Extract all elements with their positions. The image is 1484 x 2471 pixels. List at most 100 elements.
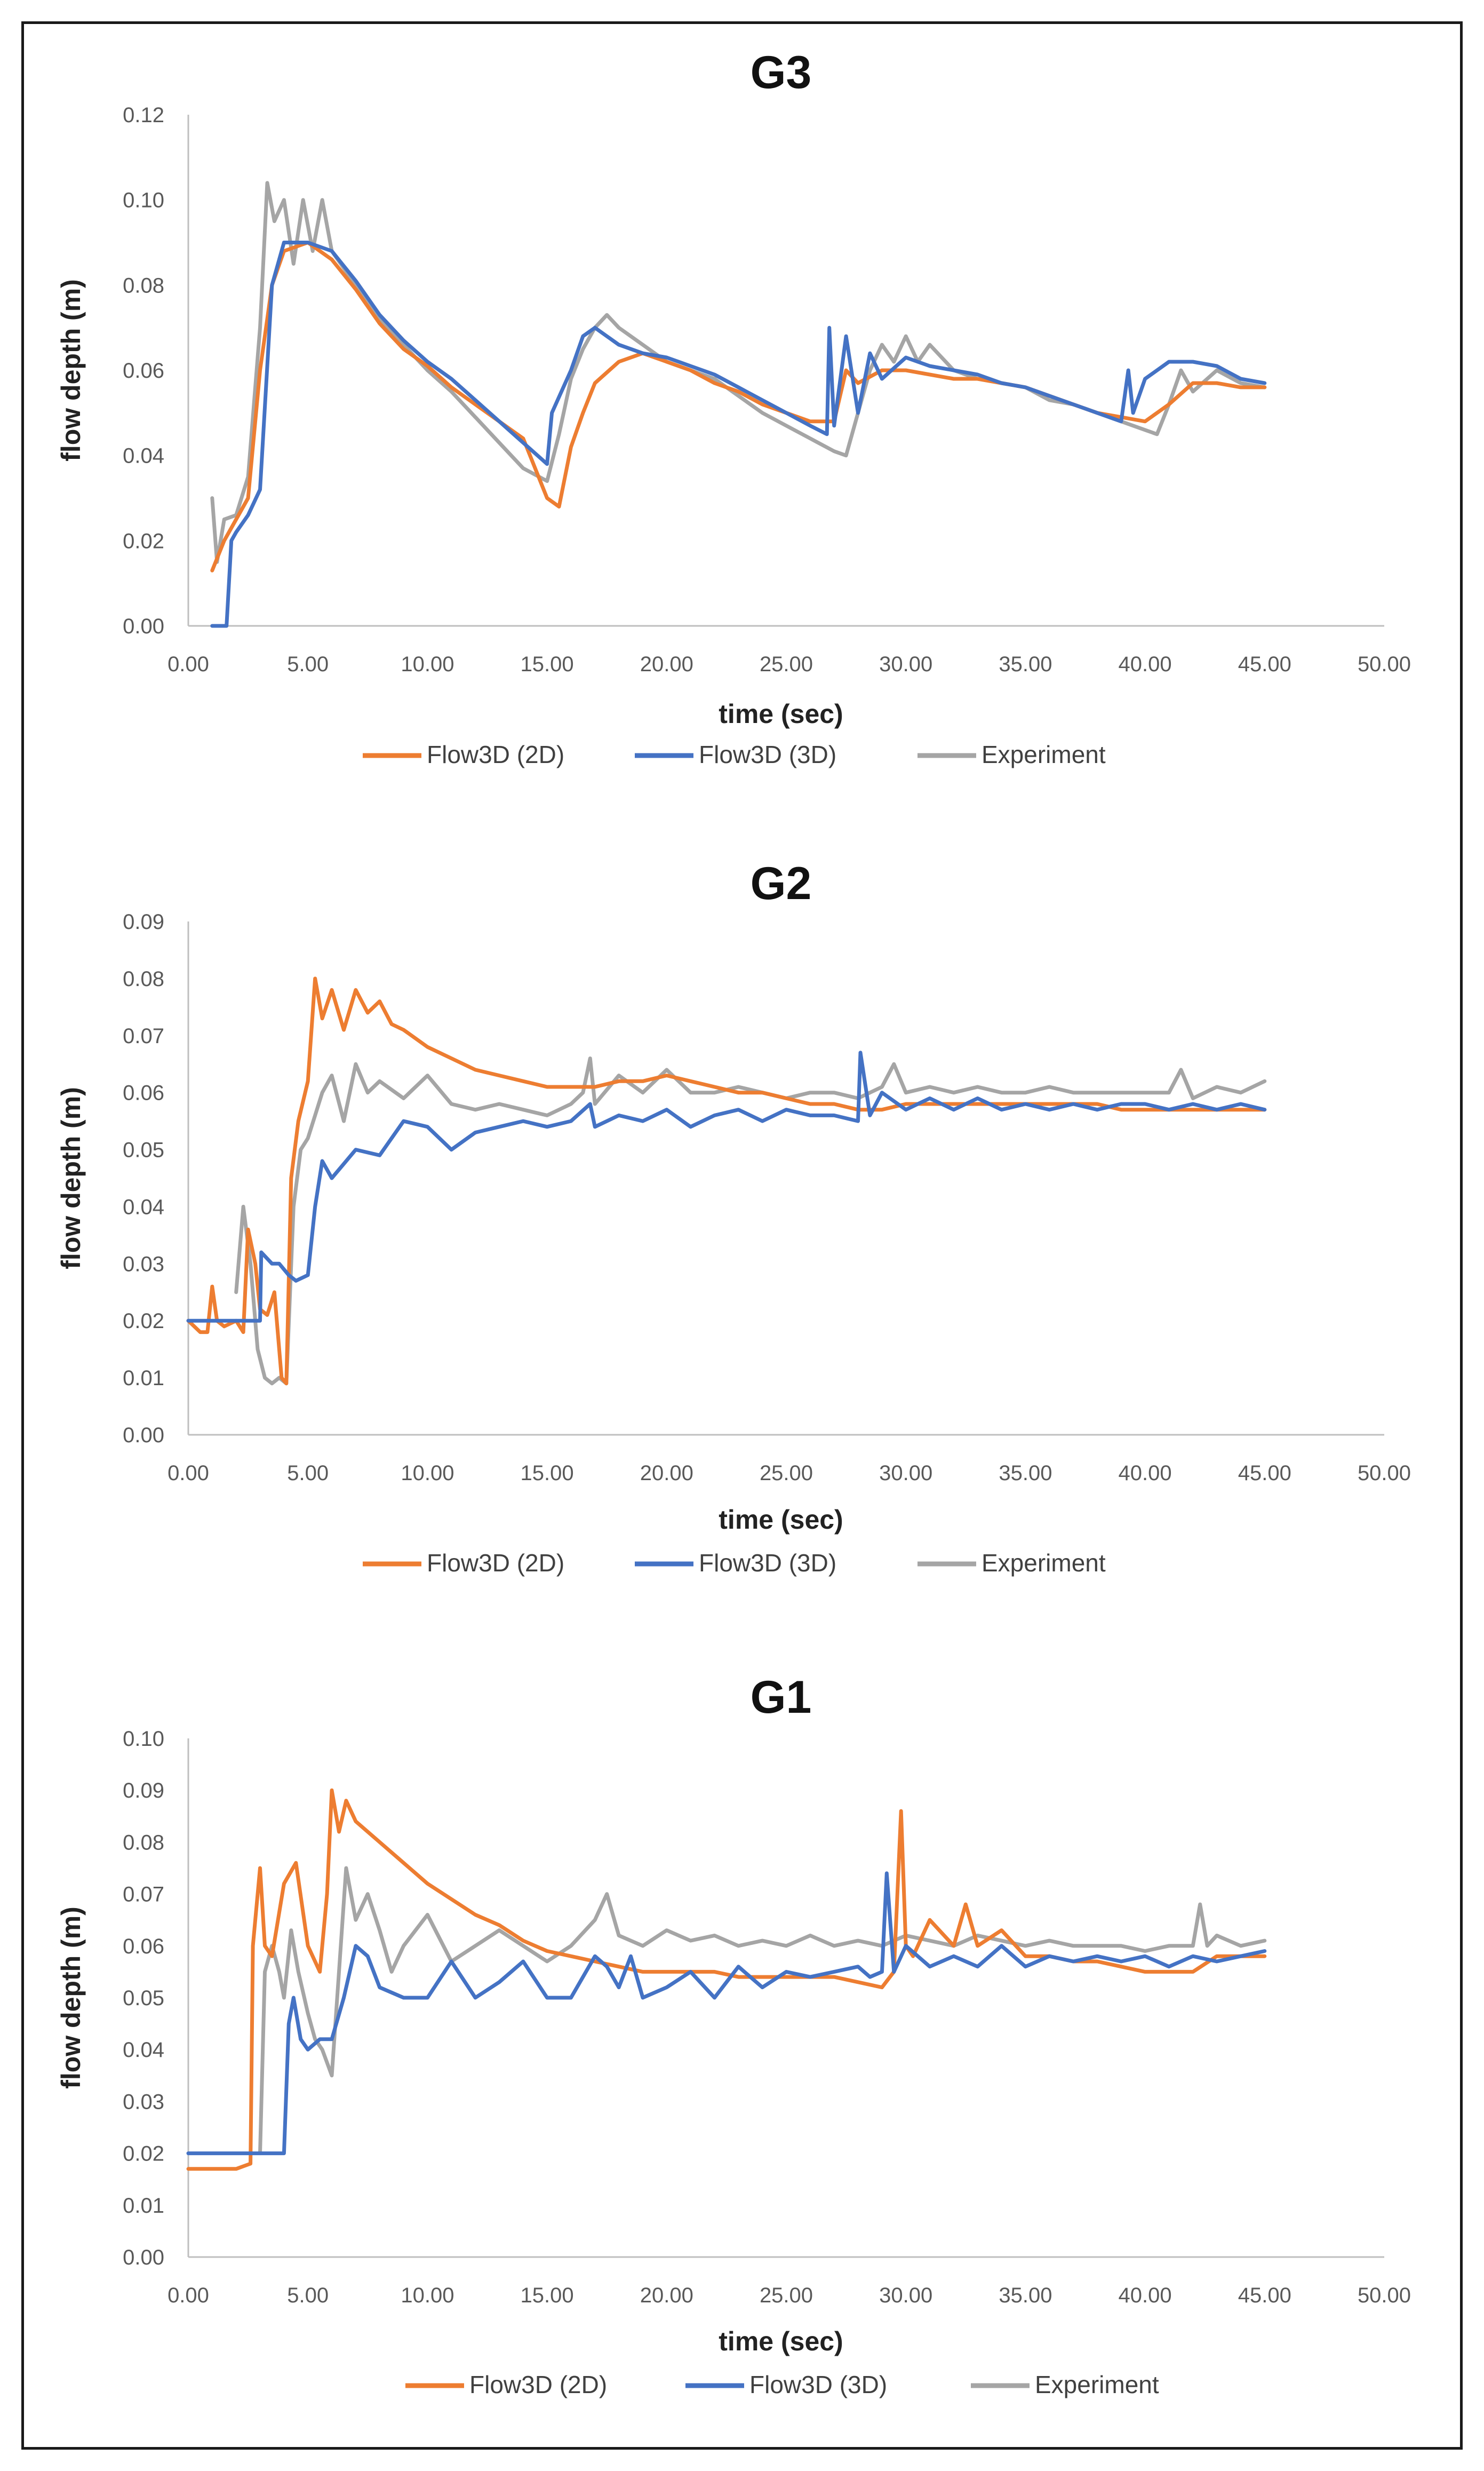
x-tick-label: 50.00	[1358, 653, 1411, 676]
y-tick-label: 0.06	[123, 1935, 164, 1958]
x-tick-label: 30.00	[879, 2284, 932, 2307]
x-tick-label: 10.00	[401, 2284, 454, 2307]
legend-label: Flow3D (3D)	[699, 1549, 836, 1577]
y-axis-label: flow depth (m)	[56, 279, 86, 462]
legend-label: Flow3D (3D)	[749, 2371, 887, 2398]
x-tick-label: 45.00	[1238, 1461, 1291, 1485]
series-line-flow3d-2d	[186, 976, 1267, 1386]
x-tick-label: 45.00	[1238, 2284, 1291, 2307]
y-tick-label: 0.08	[123, 967, 164, 991]
x-tick-label: 50.00	[1358, 1461, 1411, 1485]
series-line-flow3d-3d	[210, 241, 1267, 628]
y-tick-label: 0.07	[123, 1883, 164, 1906]
y-tick-label: 0.09	[123, 1779, 164, 1802]
chart-g2: G2 0.00 0.01 0.02 0.03 0.04 0.05 0.06 0.07 0.08 0.…	[56, 858, 1411, 1577]
chart-title: G2	[751, 858, 812, 909]
y-tick-label: 0.06	[123, 1082, 164, 1105]
series-line-experiment	[234, 1056, 1267, 1386]
x-tick-label: 0.00	[167, 1461, 209, 1485]
x-tick-label: 20.00	[640, 1461, 693, 1485]
y-tick-label: 0.03	[123, 1252, 164, 1276]
x-tick-label: 30.00	[879, 653, 932, 676]
series-line-flow3d-2d	[186, 1788, 1267, 2171]
x-tick-label: 5.00	[287, 1461, 329, 1485]
legend-label: Flow3D (2D)	[469, 2371, 607, 2398]
legend-item: Experiment	[971, 2371, 1159, 2398]
x-tick-label: 15.00	[521, 2284, 574, 2307]
x-tick-label: 5.00	[287, 653, 329, 676]
y-axis-label: flow depth (m)	[56, 1906, 86, 2089]
x-axis-label: time (sec)	[719, 2326, 843, 2356]
x-tick-label: 5.00	[287, 2284, 329, 2307]
x-tick-label: 40.00	[1119, 2284, 1172, 2307]
y-tick-label: 0.10	[123, 189, 164, 212]
x-tick-label: 45.00	[1238, 653, 1291, 676]
y-tick-label: 0.04	[123, 1195, 164, 1219]
series-line-flow3d-3d	[186, 1871, 1267, 2156]
x-tick-label: 25.00	[760, 2284, 813, 2307]
series-line-flow3d-3d	[186, 1051, 1267, 1323]
x-axis-label: time (sec)	[719, 1505, 843, 1535]
y-tick-label: 0.07	[123, 1024, 164, 1048]
legend-item: Flow3D (3D)	[635, 1549, 836, 1577]
x-tick-label: 40.00	[1119, 1461, 1172, 1485]
y-tick-label: 0.03	[123, 2090, 164, 2114]
x-tick-label: 30.00	[879, 1461, 932, 1485]
series-line-experiment	[258, 1866, 1267, 2156]
y-tick-label: 0.12	[123, 104, 164, 127]
x-tick-label: 35.00	[999, 2284, 1052, 2307]
chart-g3: G3 0.00 0.02 0.04 0.06 0.08 0.10 0.12 0.00 5.00 10…	[56, 47, 1411, 768]
legend-label: Flow3D (3D)	[699, 741, 836, 768]
y-tick-label: 0.00	[123, 2246, 164, 2269]
x-tick-label: 0.00	[167, 653, 209, 676]
y-tick-label: 0.06	[123, 359, 164, 383]
x-tick-label: 35.00	[999, 653, 1052, 676]
y-tick-label: 0.08	[123, 274, 164, 297]
x-tick-label: 25.00	[760, 1461, 813, 1485]
y-tick-label: 0.05	[123, 1987, 164, 2010]
y-tick-label: 0.10	[123, 1727, 164, 1751]
legend-label: Experiment	[982, 741, 1106, 768]
y-tick-label: 0.02	[123, 1309, 164, 1333]
legend-item: Flow3D (3D)	[685, 2371, 887, 2398]
x-tick-label: 15.00	[521, 1461, 574, 1485]
series-line-experiment	[210, 181, 1267, 564]
legend-item: Flow3D (2D)	[363, 741, 564, 768]
y-tick-label: 0.04	[123, 2038, 164, 2062]
legend-item: Flow3D (3D)	[635, 741, 836, 768]
y-axis-label: flow depth (m)	[56, 1087, 86, 1269]
y-tick-label: 0.01	[123, 2194, 164, 2218]
legend-label: Experiment	[1035, 2371, 1159, 2398]
x-tick-label: 25.00	[760, 653, 813, 676]
y-tick-label: 0.05	[123, 1139, 164, 1162]
y-tick-label: 0.09	[123, 910, 164, 934]
legend-label: Flow3D (2D)	[427, 1549, 564, 1577]
x-tick-label: 40.00	[1119, 653, 1172, 676]
x-tick-label: 20.00	[640, 653, 693, 676]
x-tick-label: 15.00	[521, 653, 574, 676]
legend-label: Flow3D (2D)	[427, 741, 564, 768]
chart-title: G1	[751, 1672, 812, 1723]
legend-label: Experiment	[982, 1549, 1106, 1577]
chart-title: G3	[751, 47, 812, 98]
series-line-flow3d-2d	[210, 241, 1267, 573]
y-tick-label: 0.02	[123, 529, 164, 553]
y-tick-label: 0.02	[123, 2142, 164, 2166]
x-tick-label: 0.00	[167, 2284, 209, 2307]
legend-item: Flow3D (2D)	[405, 2371, 607, 2398]
y-tick-label: 0.04	[123, 444, 164, 468]
legend-item: Experiment	[917, 1549, 1106, 1577]
x-tick-label: 10.00	[401, 1461, 454, 1485]
y-tick-label: 0.00	[123, 1424, 164, 1447]
x-axis-label: time (sec)	[719, 699, 843, 729]
legend-item: Flow3D (2D)	[363, 1549, 564, 1577]
chart-g1: G1 0.00 0.01 0.02 0.03 0.04 0.05 0.06 0.07 0.08 0.…	[56, 1672, 1411, 2398]
legend-item: Experiment	[917, 741, 1106, 768]
x-tick-label: 10.00	[401, 653, 454, 676]
x-tick-label: 50.00	[1358, 2284, 1411, 2307]
y-tick-label: 0.01	[123, 1366, 164, 1390]
x-tick-label: 35.00	[999, 1461, 1052, 1485]
x-tick-label: 20.00	[640, 2284, 693, 2307]
y-tick-label: 0.00	[123, 615, 164, 638]
